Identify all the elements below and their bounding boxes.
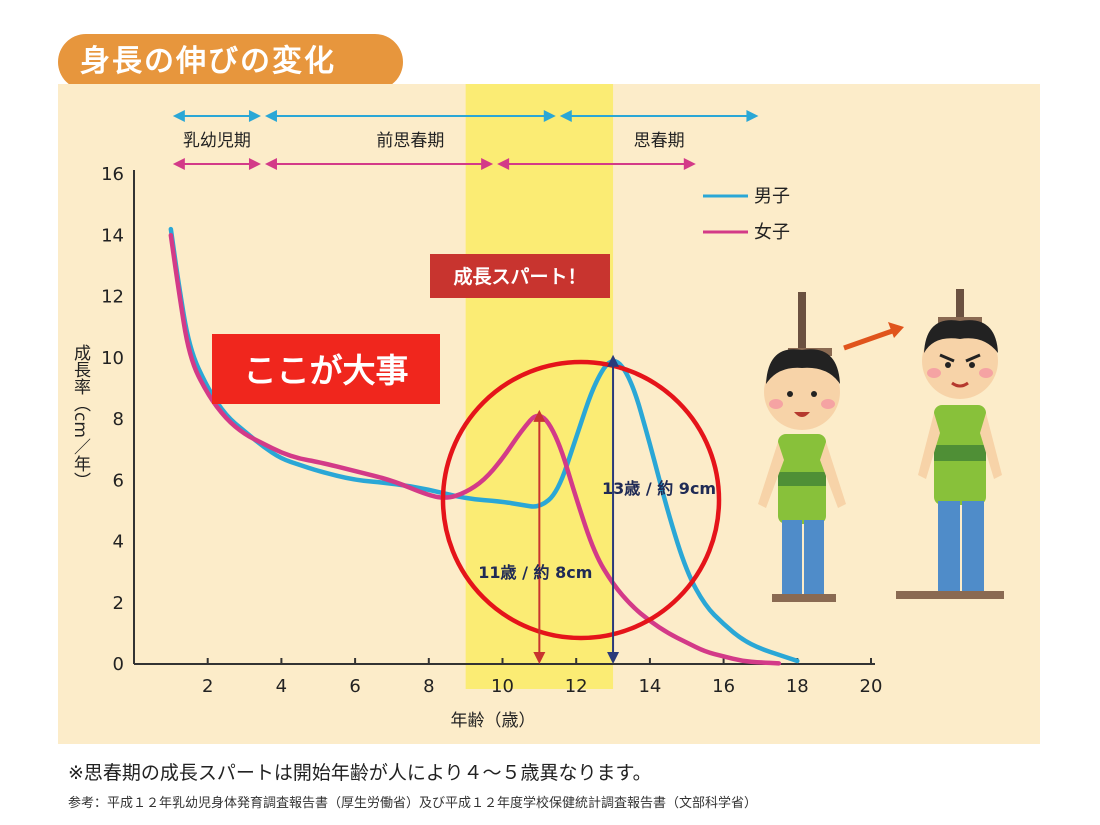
stage-arrowhead: [543, 110, 556, 122]
y-tick-label: 12: [101, 287, 124, 308]
y-axis-label: 成長率（cm／年）: [70, 344, 91, 489]
boy-illustration-tall: [896, 289, 1004, 599]
series-line-boys: [168, 226, 800, 664]
boys-peak-arrow-head: [607, 652, 620, 664]
x-tick-label: 20: [860, 676, 883, 697]
series-line-girls: [168, 233, 782, 666]
girls-peak-arrow-head: [533, 409, 546, 422]
x-tick-label: 8: [423, 676, 434, 697]
x-tick-label: 4: [276, 676, 287, 697]
key-label: ここが大事: [244, 351, 409, 390]
y-tick-label: 0: [113, 654, 124, 675]
highlight-circle: [440, 359, 722, 641]
growth-rate-chart: 乳幼児期 前思春期 思春期 0 2 4 6 8 10 12 14 16 2 4 6 8 10 12 14 16 18 2…: [70, 84, 1004, 731]
growth-arrow: [843, 326, 899, 351]
y-tick-label: 16: [101, 164, 124, 185]
x-tick-label: 10: [491, 676, 514, 697]
legend-label: 男子: [754, 186, 790, 207]
girls-peak-arrow-head: [533, 652, 546, 664]
stage-label: 思春期: [634, 131, 685, 151]
stage-arrowhead: [248, 158, 261, 170]
stage-arrowhead: [497, 158, 510, 170]
x-tick-label: 14: [638, 676, 661, 697]
y-tick-label: 2: [113, 593, 124, 614]
chart-panel: 乳幼児期 前思春期 思春期 0 2 4 6 8 10 12 14 16 2 4 6 8 10 12 14 16 18 2…: [58, 84, 1040, 744]
stage-arrowhead: [746, 110, 759, 122]
stage-arrowhead: [248, 110, 261, 122]
spurt-label: 成長スパート！: [453, 265, 586, 288]
stage-arrowhead: [683, 158, 696, 170]
stage-arrowhead: [264, 158, 277, 170]
x-axis-label: 年齢（歳）: [451, 711, 536, 731]
x-tick-label: 18: [786, 676, 809, 697]
stage-arrowhead: [172, 110, 185, 122]
stage-arrowhead: [559, 110, 572, 122]
x-tick-label: 16: [712, 676, 735, 697]
boys-peak-arrow-head: [607, 354, 620, 367]
boys-peak-label: 13歳 / 約 9cm: [602, 479, 716, 498]
y-tick-label: 14: [101, 225, 124, 246]
boy-illustration-small: [758, 292, 846, 602]
stage-arrowhead: [481, 158, 494, 170]
stage-label: 前思春期: [376, 131, 444, 151]
y-tick-label: 6: [113, 470, 124, 491]
y-tick-label: 8: [113, 409, 124, 430]
reference-note: 参考：平成１２年乳幼児身体発育調査報告書（厚生労働省）及び平成１２年度学校保健統…: [68, 796, 758, 811]
y-tick-label: 10: [101, 348, 124, 369]
key-label-box: [212, 334, 440, 404]
spurt-label-box: [430, 254, 610, 298]
girls-peak-label: 11歳 / 約 8cm: [478, 563, 592, 582]
legend-label: 女子: [754, 222, 790, 243]
x-tick-label: 2: [202, 676, 213, 697]
stage-label: 乳幼児期: [183, 131, 251, 151]
stage-arrowhead: [172, 158, 185, 170]
page-title: 身長の伸びの変化: [58, 34, 403, 90]
stage-arrowhead: [264, 110, 277, 122]
y-tick-label: 4: [113, 532, 124, 553]
footnote: ※思春期の成長スパートは開始年齢が人により４〜５歳異なります。: [68, 762, 652, 784]
x-tick-label: 12: [565, 676, 588, 697]
x-tick-label: 6: [349, 676, 360, 697]
